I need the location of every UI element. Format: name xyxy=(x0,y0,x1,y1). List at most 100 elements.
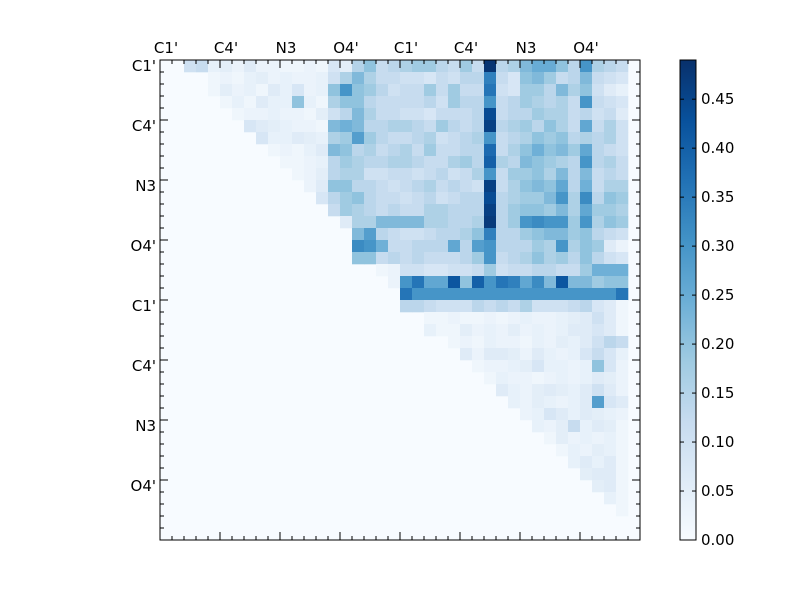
heatmap-cell xyxy=(424,192,437,205)
heatmap-cell xyxy=(592,264,605,277)
heatmap-cell xyxy=(556,348,569,361)
heatmap-cell xyxy=(604,348,617,361)
heatmap-cell xyxy=(400,72,413,85)
heatmap-cell xyxy=(616,372,629,385)
heatmap-cell xyxy=(484,300,497,313)
heatmap-cell xyxy=(376,132,389,145)
heatmap-cell xyxy=(388,156,401,169)
heatmap-cell xyxy=(412,72,425,85)
heatmap-cell xyxy=(568,360,581,373)
heatmap-cell xyxy=(268,132,281,145)
heatmap-cell xyxy=(568,372,581,385)
heatmap-cell xyxy=(616,252,629,265)
heatmap-cell xyxy=(400,252,413,265)
heatmap-cell xyxy=(376,120,389,133)
heatmap-cell xyxy=(424,264,437,277)
heatmap-cell xyxy=(592,204,605,217)
heatmap-cell xyxy=(496,204,509,217)
heatmap-cell xyxy=(544,408,557,421)
heatmap-cell xyxy=(484,240,497,253)
heatmap-cell xyxy=(316,144,329,157)
heatmap-cell xyxy=(388,72,401,85)
heatmap-cell xyxy=(412,288,425,301)
heatmap-cell xyxy=(484,180,497,193)
heatmap-cell xyxy=(484,192,497,205)
heatmap-cell xyxy=(520,252,533,265)
heatmap-cell xyxy=(316,108,329,121)
heatmap-cell xyxy=(472,360,485,373)
heatmap-cell xyxy=(520,228,533,241)
heatmap-cell xyxy=(556,252,569,265)
heatmap-cell xyxy=(376,264,389,277)
heatmap-cell xyxy=(328,84,341,97)
heatmap-cell xyxy=(580,456,593,469)
heatmap-cell xyxy=(280,84,293,97)
heatmap-cell xyxy=(364,60,377,73)
heatmap-cell xyxy=(592,108,605,121)
heatmap-cell xyxy=(256,108,269,121)
heatmap-cell xyxy=(496,72,509,85)
heatmap-cell xyxy=(520,372,533,385)
heatmap-cell xyxy=(496,348,509,361)
heatmap-cell xyxy=(520,312,533,325)
heatmap-cell xyxy=(460,108,473,121)
heatmap-cell xyxy=(556,132,569,145)
heatmap-cell xyxy=(328,192,341,205)
heatmap-cell xyxy=(580,408,593,421)
heatmap-cell xyxy=(592,480,605,493)
heatmap-cell xyxy=(244,120,257,133)
heatmap-cell xyxy=(568,168,581,181)
heatmap-cell xyxy=(448,120,461,133)
heatmap-cell xyxy=(352,228,365,241)
heatmap-cell xyxy=(568,288,581,301)
heatmap-cell xyxy=(544,396,557,409)
heatmap-cell xyxy=(352,180,365,193)
heatmap-cell xyxy=(472,108,485,121)
heatmap-cell xyxy=(592,336,605,349)
heatmap-cell xyxy=(556,276,569,289)
heatmap-cell xyxy=(616,408,629,421)
heatmap-cell xyxy=(568,228,581,241)
heatmap-cell xyxy=(604,360,617,373)
heatmap-cell xyxy=(424,228,437,241)
heatmap-cell xyxy=(604,60,617,73)
heatmap-cell xyxy=(616,264,629,277)
heatmap-cell xyxy=(292,120,305,133)
heatmap-cell xyxy=(436,156,449,169)
heatmap-cell xyxy=(412,60,425,73)
heatmap-cell xyxy=(424,312,437,325)
heatmap-cell xyxy=(604,204,617,217)
heatmap-cell xyxy=(604,120,617,133)
heatmap-cell xyxy=(220,96,233,109)
heatmap-cell xyxy=(448,312,461,325)
heatmap-cell xyxy=(352,156,365,169)
heatmap-cell xyxy=(376,96,389,109)
heatmap-cell xyxy=(352,204,365,217)
heatmap-cell xyxy=(544,384,557,397)
heatmap-cell xyxy=(568,60,581,73)
heatmap-cell xyxy=(448,300,461,313)
heatmap-cell xyxy=(616,396,629,409)
heatmap-cell xyxy=(232,108,245,121)
heatmap-cell xyxy=(508,108,521,121)
heatmap-cell xyxy=(460,156,473,169)
colorbar-tick-label: 0.30 xyxy=(701,237,734,255)
heatmap-cell xyxy=(556,84,569,97)
heatmap-cell xyxy=(484,144,497,157)
heatmap-cell xyxy=(412,192,425,205)
heatmap-cell xyxy=(352,120,365,133)
heatmap-cell xyxy=(496,120,509,133)
heatmap-cell xyxy=(328,144,341,157)
heatmap-cell xyxy=(520,72,533,85)
heatmap-cell xyxy=(484,288,497,301)
heatmap-cell xyxy=(232,84,245,97)
heatmap-cell xyxy=(580,420,593,433)
heatmap-cell xyxy=(616,96,629,109)
heatmap-cell xyxy=(580,204,593,217)
heatmap-cell xyxy=(484,168,497,181)
heatmap-cell xyxy=(376,60,389,73)
heatmap-cell xyxy=(520,408,533,421)
heatmap-cell xyxy=(496,180,509,193)
heatmap-cell xyxy=(412,120,425,133)
heatmap-cell xyxy=(616,300,629,313)
